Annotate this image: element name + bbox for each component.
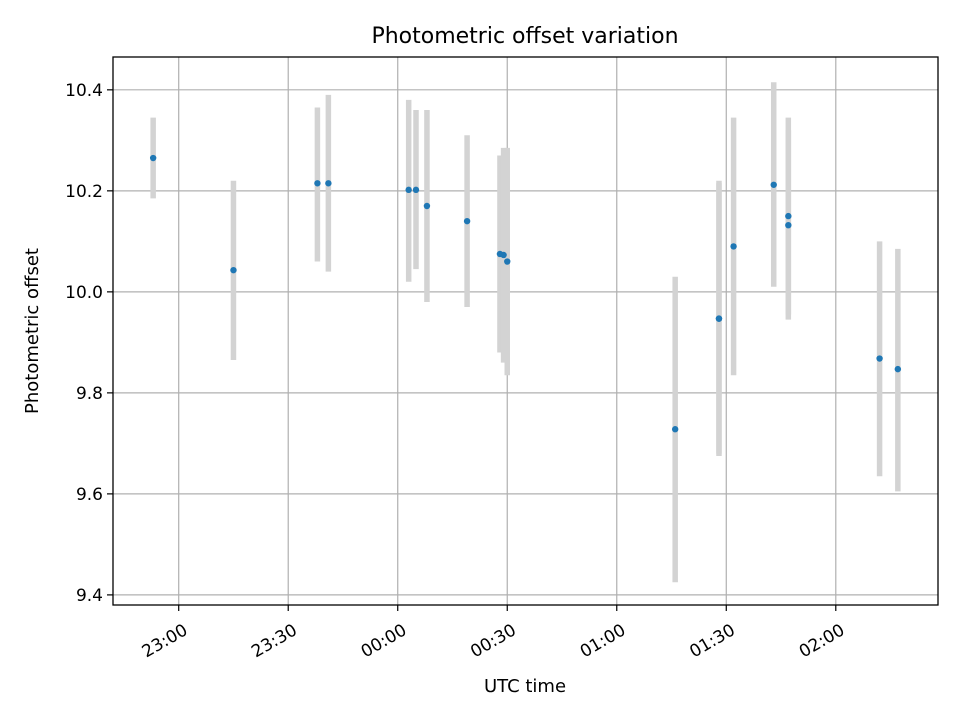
data-point	[423, 202, 431, 210]
data-point	[325, 180, 332, 187]
y-tick-label: 9.8	[76, 384, 103, 404]
data-point	[715, 315, 723, 322]
y-axis-label: Photometric offset	[22, 248, 43, 414]
x-axis-label: UTC time	[484, 676, 566, 697]
data-point	[230, 266, 237, 274]
data-point	[785, 221, 792, 229]
data-point	[785, 212, 792, 220]
grid-lines	[113, 57, 938, 605]
data-point	[504, 258, 511, 265]
data-point	[405, 186, 412, 194]
y-tick-label: 10.4	[65, 81, 103, 101]
data-point	[149, 154, 157, 162]
data-point	[314, 180, 321, 187]
plot-frame	[112, 56, 939, 606]
data-point	[730, 243, 737, 250]
y-tick-label: 9.4	[76, 586, 103, 606]
data-points	[149, 154, 902, 433]
y-tick-label: 9.6	[76, 485, 103, 505]
y-tick-label: 10.0	[65, 283, 103, 303]
data-point	[412, 186, 420, 194]
data-point	[876, 355, 883, 362]
y-tick-label: 10.2	[65, 182, 103, 202]
data-point	[770, 181, 777, 188]
data-point	[894, 365, 902, 373]
chart-title: Photometric offset variation	[371, 24, 678, 49]
data-point	[463, 217, 471, 225]
data-point	[500, 251, 507, 259]
data-point	[671, 426, 679, 433]
